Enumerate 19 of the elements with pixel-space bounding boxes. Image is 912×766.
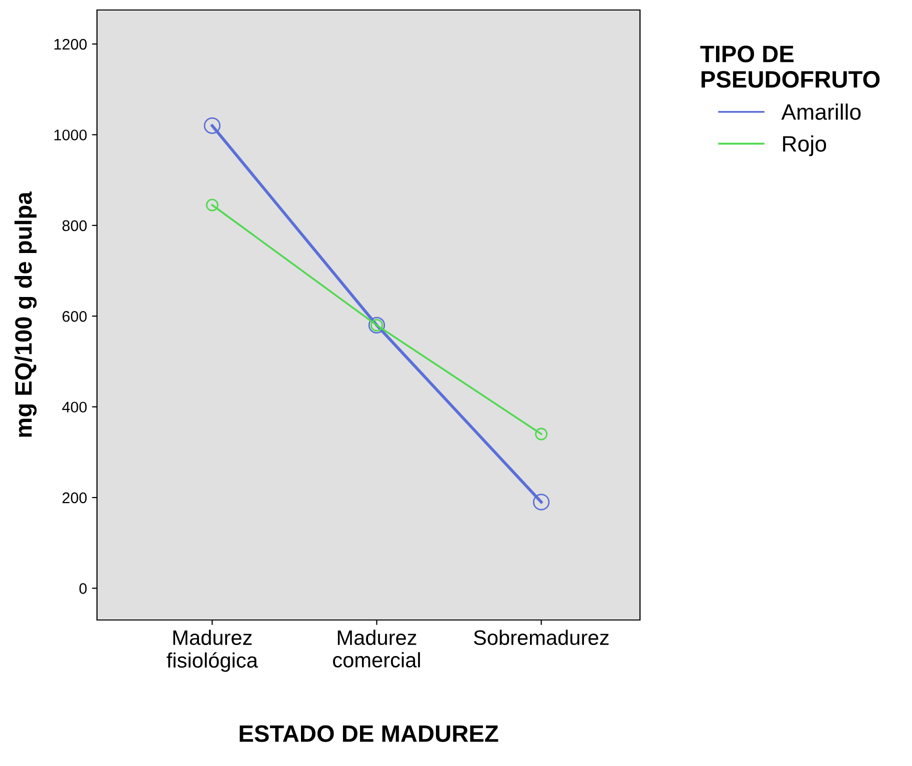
y-tick-label: 1000: [54, 130, 87, 140]
y-tick-label: 800: [62, 220, 87, 232]
x-tick-label: Madurez comercial: [333, 630, 420, 668]
legend-label: Rojo: [783, 135, 826, 156]
point: [204, 117, 221, 134]
y-tick-label: 400: [62, 402, 87, 413]
y-tick-label: 1200: [54, 38, 87, 50]
point: [532, 494, 550, 510]
y-tick-label: 0: [79, 583, 87, 594]
point: [206, 198, 218, 212]
legend-label: Amarillo: [781, 104, 861, 120]
x-axis-title: ESTADO DE MADUREZ: [240, 725, 498, 742]
legend-title: TIPO DE PSEUDOFRUTO: [700, 46, 880, 88]
x-tick-label: Madurez fisiológica: [166, 630, 258, 672]
y-tick-label: 200: [62, 492, 87, 504]
y-tick-label: 600: [62, 311, 87, 322]
x-tick-label: Sobremadurez: [474, 630, 609, 646]
point: [535, 428, 548, 440]
y-axis-title: mg EQ/100 g de pulpa: [14, 192, 37, 437]
